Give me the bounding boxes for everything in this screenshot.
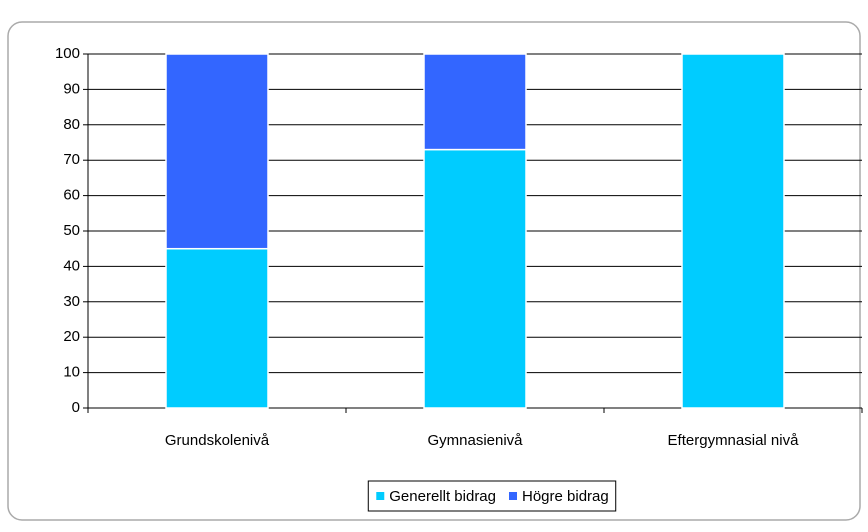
bar-segment (165, 247, 269, 409)
legend-swatch (509, 492, 518, 500)
bar-segment (423, 148, 527, 409)
y-tick-label: 20 (63, 328, 80, 345)
x-tick-label: Grundskolenivå (165, 432, 270, 449)
y-tick-label: 10 (63, 364, 80, 381)
x-tick-label: Gymnasienivå (427, 432, 523, 449)
legend-label: Generellt bidrag (389, 488, 496, 505)
y-tick-label: 40 (63, 257, 80, 274)
bar-segment (423, 53, 527, 151)
y-tick-label: 50 (63, 222, 80, 239)
legend-swatch (376, 492, 385, 500)
y-tick-label: 60 (63, 187, 80, 204)
bar-segment (165, 53, 269, 250)
legend: Generellt bidrag Högre bidrag (367, 480, 617, 512)
bar-segment (681, 53, 785, 409)
y-tick-label: 90 (63, 80, 80, 97)
y-tick-label: 100 (55, 45, 80, 62)
y-tick-label: 0 (72, 399, 80, 416)
x-tick-label: Eftergymnasial nivå (668, 432, 800, 449)
y-tick-label: 70 (63, 151, 80, 168)
legend-box (367, 480, 617, 512)
y-tick-label: 80 (63, 116, 80, 133)
legend-label: Högre bidrag (522, 488, 609, 505)
y-tick-label: 30 (63, 293, 80, 310)
